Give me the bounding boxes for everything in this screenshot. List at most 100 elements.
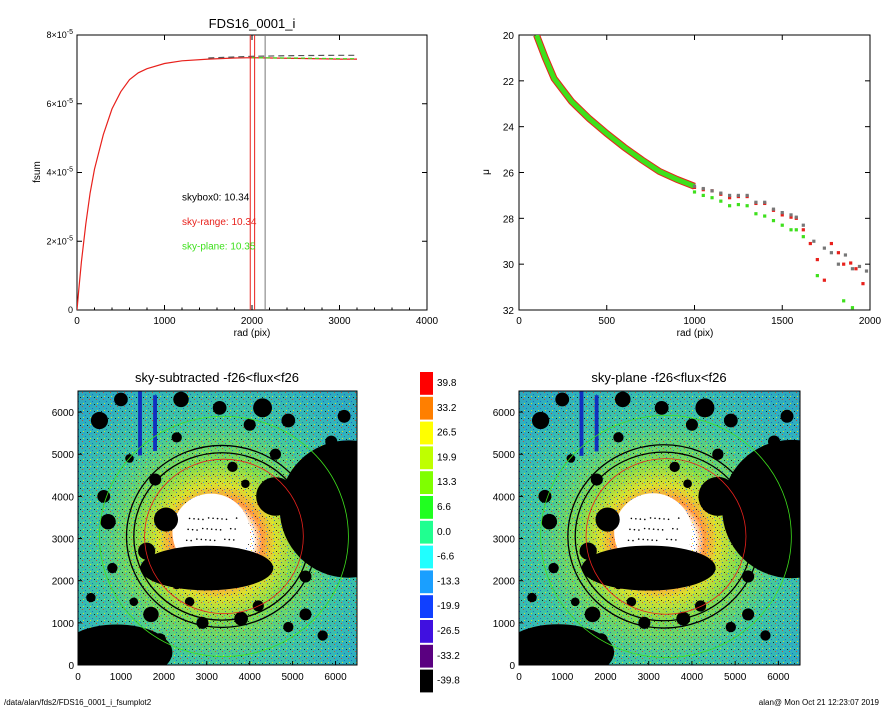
profile-point	[780, 213, 784, 217]
profile-point	[771, 219, 776, 223]
profile-point	[789, 213, 793, 217]
x-tick-label: 2000	[153, 672, 176, 683]
colorbar-label: 26.5	[437, 428, 457, 439]
y-tick-mantissa: 8×10	[46, 30, 66, 40]
y-tick-label: 3000	[493, 535, 516, 546]
y-tick-label: 4000	[52, 492, 75, 503]
y-tick-exponent: -5	[67, 235, 73, 242]
core-speck	[651, 539, 653, 541]
profile-point	[815, 274, 819, 278]
core-speck	[221, 518, 223, 520]
profile-point	[801, 223, 805, 227]
y-tick-label: 6000	[52, 408, 75, 419]
mask-blob	[548, 562, 559, 574]
profile-point	[829, 251, 833, 255]
mask-streak	[579, 391, 584, 456]
mask-blob	[712, 448, 724, 460]
core-speck	[637, 538, 640, 540]
profile-point	[842, 262, 846, 266]
core-speck	[202, 518, 204, 521]
core-speck	[190, 539, 192, 542]
profile-point	[728, 196, 732, 200]
colorbar-label: -26.5	[437, 626, 460, 637]
mask-blob	[768, 435, 781, 448]
y-tick-label: 5000	[493, 450, 516, 461]
fsum-annotations: skybox0: 10.34 sky-range: 10.34 sky-plane:…	[182, 192, 257, 252]
x-tick-label: 5000	[724, 672, 747, 683]
core-speck	[663, 518, 665, 520]
colorbar-swatch	[420, 520, 433, 544]
profile-point	[789, 228, 793, 232]
profile-point	[849, 261, 853, 265]
y-tick-label: 22	[503, 77, 515, 88]
profile-point	[701, 186, 705, 191]
core-speck	[648, 528, 650, 530]
colorbar-swatch	[420, 669, 433, 693]
mask-region	[519, 624, 615, 665]
mask-blob	[283, 621, 294, 633]
mask-blob	[614, 391, 631, 408]
core-speck	[196, 529, 198, 531]
mask-blob	[736, 464, 751, 479]
mask-blob	[626, 597, 637, 607]
mask-region	[595, 507, 620, 532]
core-speck	[204, 538, 207, 541]
x-tick-label: 4000	[239, 672, 262, 683]
y-tick-label: 4000	[493, 492, 516, 503]
profile-point	[794, 228, 798, 232]
colorbar-swatch	[420, 595, 433, 618]
mask-region	[140, 545, 274, 591]
mask-blob	[100, 513, 116, 530]
profile-point	[736, 202, 740, 207]
core-speck	[210, 528, 213, 530]
profile-point	[754, 212, 758, 216]
y-tick-label: 0	[68, 661, 74, 672]
colorbar-label: 19.9	[437, 452, 457, 463]
profile-point	[745, 193, 749, 198]
mask-blob	[317, 630, 328, 641]
core-speck	[677, 517, 680, 519]
mu-plot-frame	[518, 34, 871, 311]
mask-blob	[725, 621, 737, 633]
colorbar-swatch	[420, 421, 433, 445]
y-tick-label: 4×10-5	[46, 167, 73, 178]
profile-point	[728, 193, 732, 198]
mask-region	[581, 545, 716, 591]
core-speck	[209, 539, 212, 541]
colorbar-swatch	[420, 620, 433, 643]
profile-point	[745, 204, 749, 208]
mask-blob	[143, 606, 159, 623]
core-speck	[191, 528, 194, 531]
mask-blob	[129, 597, 139, 607]
mask-blob	[184, 597, 195, 607]
profile-point	[794, 215, 798, 219]
fsum-series	[77, 35, 357, 310]
mask-blob	[541, 513, 558, 530]
mask-blob	[90, 411, 109, 430]
colorbar-swatch	[420, 496, 433, 519]
fsum-plot-frame	[76, 34, 428, 311]
core-speck	[213, 539, 216, 542]
mask-blob	[97, 489, 111, 503]
fsum-panel: FDS16_0001_i rad (pix) fsum 0 1000 2000 300…	[32, 16, 439, 339]
y-tick-label: 2000	[493, 577, 516, 588]
profile-point	[836, 251, 841, 255]
core-speck	[216, 517, 219, 520]
mu-x-label: rad (pix)	[677, 328, 714, 339]
mask-blob	[555, 392, 570, 407]
x-tick-label: 2000	[859, 316, 882, 327]
x-tick-label: 5000	[281, 672, 304, 683]
colorbar-label: 0.0	[437, 527, 451, 538]
colorbar-label: -39.8	[437, 676, 460, 687]
fsum-y-label: fsum	[32, 161, 43, 183]
core-speck	[232, 539, 235, 541]
colorbar-label: 33.2	[437, 403, 457, 414]
x-tick-label: 1000	[110, 672, 133, 683]
core-speck	[200, 538, 203, 541]
y-tick-label: 28	[503, 214, 515, 225]
colorbar-swatch	[420, 446, 433, 470]
mask-blob	[294, 464, 309, 478]
y-tick-label: 0	[509, 661, 515, 672]
footer-path: /data/alan/fds2/FDS16_0001_i_fsumplot2	[4, 698, 152, 707]
colorbar-label: -33.2	[437, 651, 460, 662]
